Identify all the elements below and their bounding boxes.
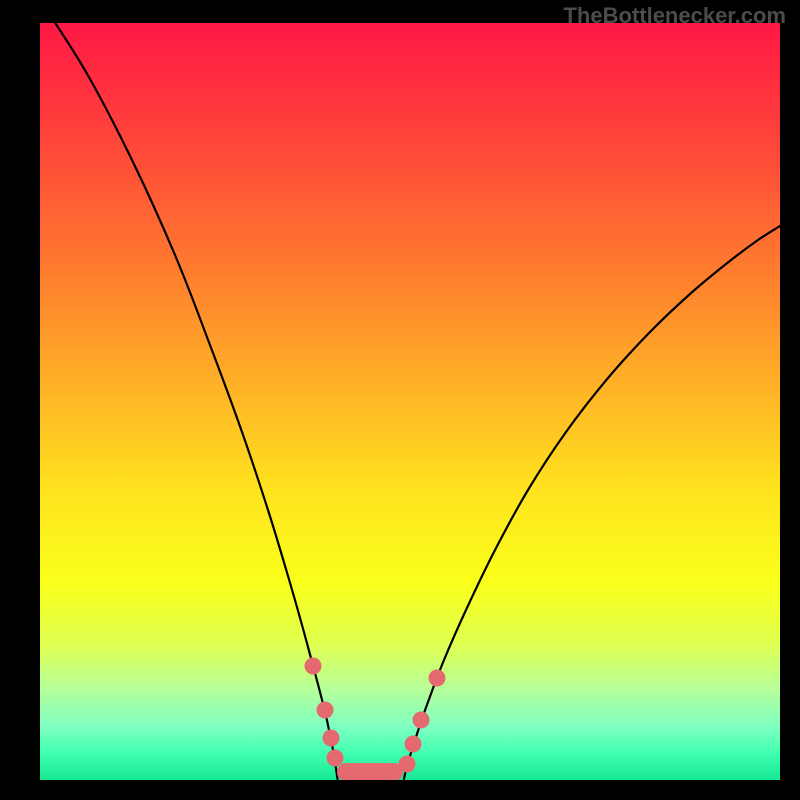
bottleneck-chart [0, 0, 800, 800]
marker-dot [323, 730, 340, 747]
chart-stage: TheBottlenecker.com [0, 0, 800, 800]
gradient-background [40, 23, 780, 780]
marker-bottom-blob [337, 763, 403, 781]
marker-dot [413, 712, 430, 729]
marker-dot [317, 702, 334, 719]
marker-dot [405, 736, 422, 753]
marker-dot [429, 670, 446, 687]
marker-dot [305, 658, 322, 675]
plot-area [40, 0, 780, 781]
marker-dot [399, 756, 416, 773]
marker-dot [327, 750, 344, 767]
